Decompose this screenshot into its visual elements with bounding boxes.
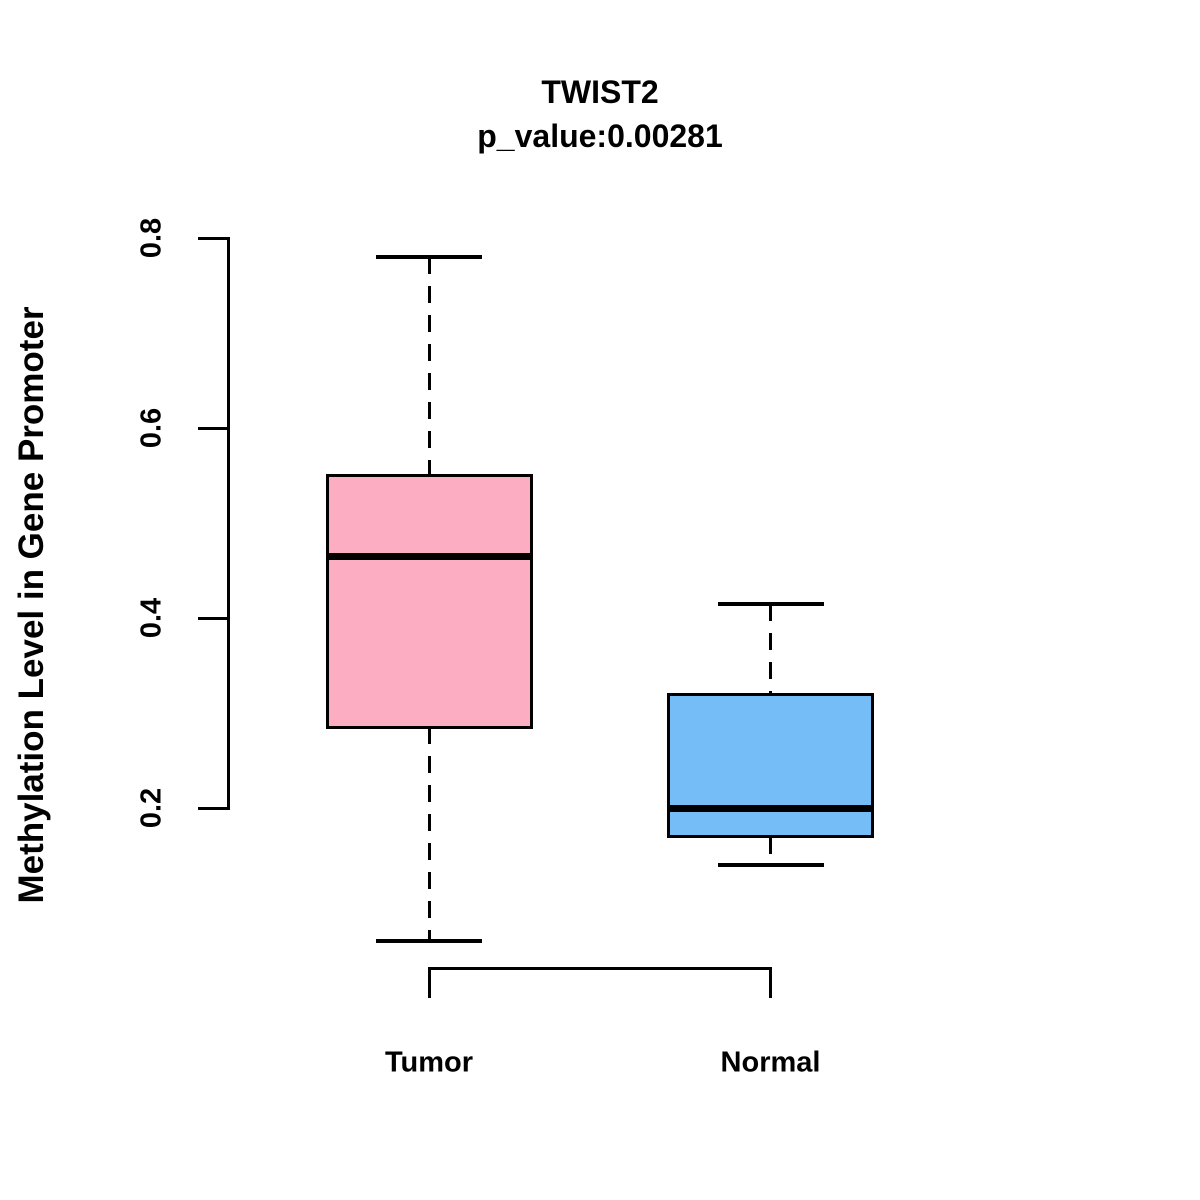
y-tick-label: 0.6 (135, 407, 168, 449)
lower-whisker-cap-normal (717, 863, 824, 867)
lower-whisker-cap-tumor (376, 939, 482, 943)
x-tick-tumor (427, 968, 431, 998)
lower-whisker-normal (769, 836, 772, 865)
iqr-box-normal (667, 692, 874, 838)
chart-title: TWIST2 (541, 74, 659, 110)
upper-whisker-cap-normal (717, 601, 824, 606)
upper-whisker-cap-tumor (376, 255, 482, 259)
y-axis-line (227, 236, 230, 810)
y-tick-label: 0.4 (135, 597, 168, 639)
y-tick (198, 426, 227, 430)
median-line-normal (667, 804, 874, 812)
x-tick-label-tumor: Tumor (384, 1046, 474, 1079)
upper-whisker-normal (769, 603, 772, 694)
y-tick-label: 0.2 (135, 787, 168, 829)
y-tick (198, 616, 227, 620)
upper-whisker-tumor (427, 257, 431, 476)
chart-subtitle: p_value:0.00281 (477, 118, 723, 154)
iqr-box-tumor (325, 474, 533, 729)
x-tick-label-normal: Normal (720, 1046, 821, 1079)
x-axis-line (427, 966, 772, 970)
y-tick-label: 0.8 (135, 217, 168, 259)
lower-whisker-tumor (427, 727, 431, 941)
y-tick (198, 236, 227, 240)
x-tick-normal (769, 968, 772, 998)
median-line-tumor (325, 552, 533, 560)
y-tick (198, 806, 227, 810)
